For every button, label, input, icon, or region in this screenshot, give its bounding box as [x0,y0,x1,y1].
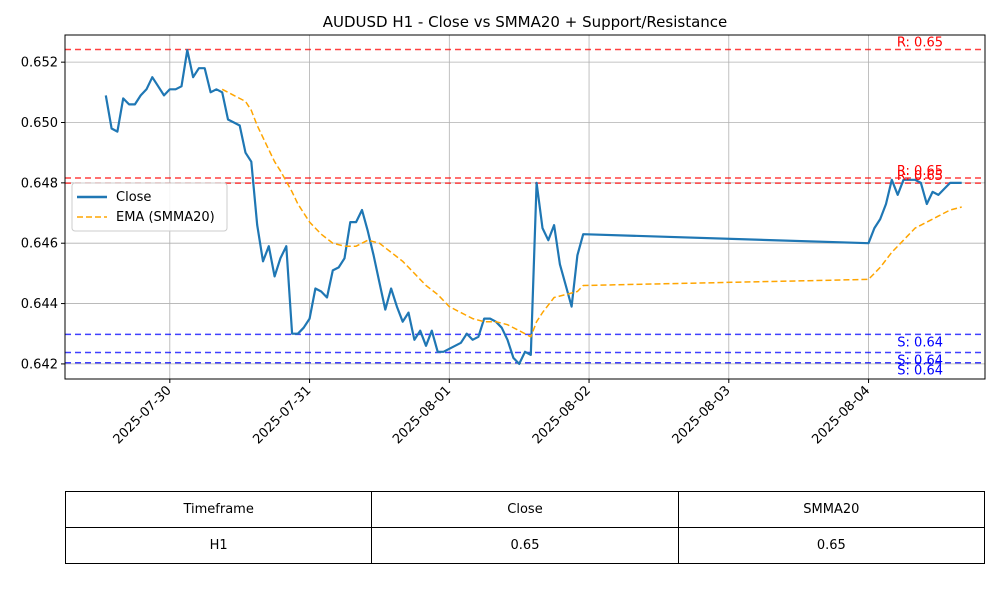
table-cell: 0.65 [677,527,986,564]
y-tick-label: 0.644 [21,297,58,312]
table-header-row: Timeframe Close SMMA20 [64,491,986,528]
resistance-label: R: 0.65 [897,35,943,50]
smma20-series-line [221,88,962,338]
table-cell: 0.65 [371,527,679,564]
y-tick-label: 0.648 [21,176,58,191]
support-label: S: 0.64 [897,364,943,379]
x-tick-label: 2025-08-02 [530,383,594,447]
chart: AUDUSD H1 - Close vs SMMA20 + Support/Re… [21,13,986,447]
support-label: S: 0.64 [897,353,943,368]
series-lines [104,48,962,365]
table-header-cell: Close [371,491,679,528]
support-label: S: 0.64 [897,335,943,350]
y-axis: 0.642 0.644 0.646 0.648 0.650 0.652 [21,56,65,372]
table-header-cell: SMMA20 [677,491,986,528]
legend-box [71,182,228,232]
x-tick-label: 2025-07-30 [111,383,175,447]
chart-title: AUDUSD H1 - Close vs SMMA20 + Support/Re… [323,13,728,31]
y-tick-label: 0.650 [21,116,58,131]
x-tick-label: 2025-08-03 [670,383,734,447]
legend: Close EMA (SMMA20) [71,182,228,232]
resistance-label: R: 0.65 [897,164,943,179]
x-axis: 2025-07-30 2025-07-31 2025-08-01 2025-08-02… [111,379,873,447]
table-header-cell: Timeframe [64,491,373,528]
x-tick-label: 2025-08-04 [809,383,873,447]
y-tick-label: 0.646 [21,237,58,252]
legend-ema-label: EMA (SMMA20) [116,210,215,225]
reference-labels: R: 0.65R: 0.65R: 0.65S: 0.64S: 0.64S: 0.… [897,35,943,378]
y-tick-label: 0.652 [21,56,58,71]
resistance-label: R: 0.65 [897,169,943,184]
close-series-line [104,48,962,365]
stats-table: Timeframe Close SMMA20 H1 0.65 0.65 [64,491,986,564]
x-tick-label: 2025-07-31 [250,383,314,447]
x-tick-label: 2025-08-01 [390,383,454,447]
table-row: H1 0.65 0.65 [64,527,986,564]
table-cell: H1 [64,527,373,564]
y-tick-label: 0.642 [21,357,58,372]
legend-close-label: Close [116,190,151,205]
plot-frame [64,34,986,380]
